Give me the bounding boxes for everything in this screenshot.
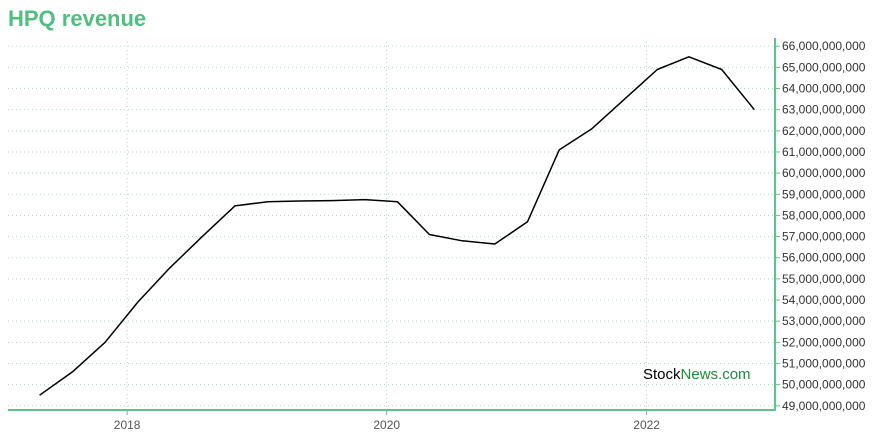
data-point [655,67,659,71]
y-tick-label: 66,000,000,000 [782,39,866,53]
y-tick-label: 60,000,000,000 [782,166,866,180]
data-point [167,266,171,270]
y-tick-label: 52,000,000,000 [782,335,866,349]
y-tick-label: 51,000,000,000 [782,356,866,370]
label-layer: 49,000,000,000 50,000,000,000 51,000,000,0… [114,39,866,432]
watermark-part-stock: Stock [643,366,681,383]
data-point [460,239,464,243]
revenue-line [39,56,755,396]
y-tick-label: 55,000,000,000 [782,272,866,286]
x-tick-label: 2018 [114,418,141,432]
data-point [590,127,594,131]
data-point [103,340,107,344]
data-point [557,148,561,152]
data-point [395,200,399,204]
grid-layer [8,42,775,410]
y-tick-label: 59,000,000,000 [782,187,866,201]
y-tick-label: 65,000,000,000 [782,60,866,74]
y-tick-label: 54,000,000,000 [782,293,866,307]
y-tick-label: 49,000,000,000 [782,399,866,413]
axis-layer [8,38,780,415]
watermark-part-news: News.com [681,366,751,383]
line-layer [38,55,756,397]
data-point [297,199,301,203]
chart-title: HPQ revenue [8,6,147,31]
y-tick-label: 63,000,000,000 [782,103,866,117]
y-tick-label: 50,000,000,000 [782,378,866,392]
y-tick-label: 56,000,000,000 [782,251,866,265]
data-point [526,220,530,224]
y-tick-label: 58,000,000,000 [782,208,866,222]
data-point [363,198,367,202]
data-point [330,199,334,203]
data-point [266,200,270,204]
x-tick-label: 2020 [373,418,400,432]
y-tick-label: 57,000,000,000 [782,230,866,244]
data-point [427,232,431,236]
data-point [720,67,724,71]
x-tick-label: 2022 [633,418,660,432]
data-point [70,370,74,374]
y-tick-label: 53,000,000,000 [782,314,866,328]
data-point [200,235,204,239]
data-point [752,108,756,112]
data-point [623,97,627,101]
stocknews-watermark: StockNews.com [643,366,751,383]
y-tick-label: 61,000,000,000 [782,145,866,159]
y-tick-label: 62,000,000,000 [782,124,866,138]
data-point [233,204,237,208]
y-tick-label: 64,000,000,000 [782,82,866,96]
data-point [136,300,140,304]
data-point [493,242,497,246]
data-point [687,55,691,59]
data-point [38,393,42,397]
